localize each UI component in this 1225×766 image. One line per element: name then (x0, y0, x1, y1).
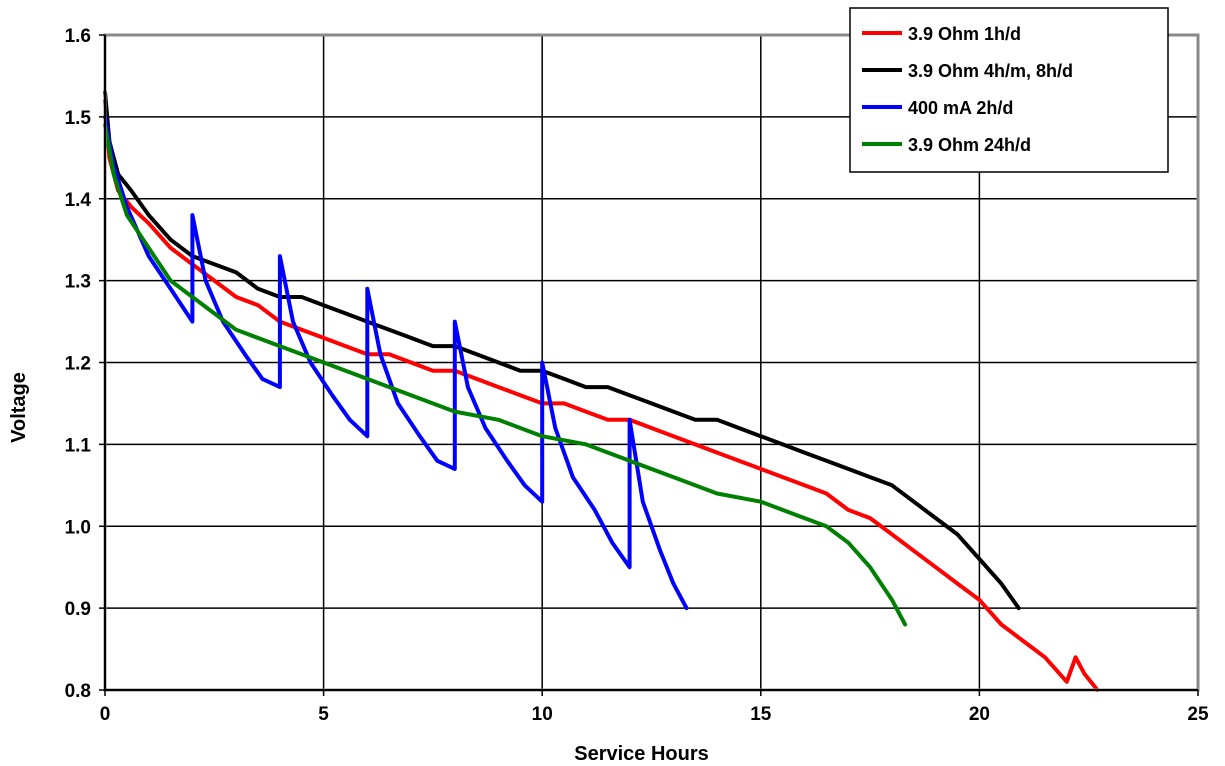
x-tick-label: 0 (100, 704, 111, 725)
legend-label-2: 400 mA 2h/d (908, 98, 1013, 118)
series-line-0 (103, 98, 1100, 692)
y-axis-title: Voltage (8, 372, 30, 443)
y-tick-label: 1.5 (65, 108, 92, 129)
x-tick-label: 10 (532, 704, 553, 725)
legend-label-0: 3.9 Ohm 1h/d (908, 24, 1021, 44)
y-tick-label: 1.2 (65, 354, 91, 375)
y-tick-label: 0.8 (65, 681, 91, 702)
y-tick-label: 0.9 (65, 599, 91, 620)
y-tick-label: 1.4 (65, 190, 92, 211)
series-line-2 (103, 114, 689, 611)
y-tick-label: 1.1 (65, 435, 92, 456)
y-tick-label: 1.0 (65, 517, 91, 538)
x-tick-labels: 0 5 10 15 20 25 (100, 704, 1209, 725)
x-tick-label: 25 (1187, 704, 1209, 725)
x-axis-title: Service Hours (574, 743, 709, 765)
series-line-3 (103, 123, 908, 627)
legend-label-3: 3.9 Ohm 24h/d (908, 135, 1031, 155)
y-tick-labels: 0.8 0.9 1.0 1.1 1.2 1.3 1.4 1.5 1.6 (65, 26, 92, 702)
series-lines (103, 90, 1100, 692)
legend: 3.9 Ohm 1h/d 3.9 Ohm 4h/m, 8h/d 400 mA 2h/… (849, 7, 1169, 173)
y-tick-label: 1.6 (65, 26, 91, 47)
y-tick-label: 1.3 (65, 272, 91, 293)
axes (99, 33, 1200, 696)
x-tick-label: 5 (318, 704, 329, 725)
x-tick-label: 15 (750, 704, 772, 725)
x-tick-label: 20 (969, 704, 990, 725)
legend-box (849, 7, 1169, 173)
legend-label-1: 3.9 Ohm 4h/m, 8h/d (908, 61, 1073, 81)
